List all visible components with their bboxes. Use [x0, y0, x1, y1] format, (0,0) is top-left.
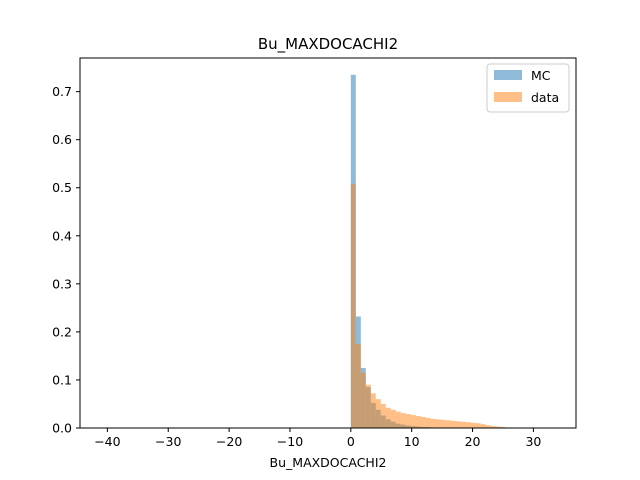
- bar-data-9: [395, 411, 401, 428]
- legend: MC data: [486, 63, 570, 113]
- x-tick-label: −30: [155, 434, 181, 449]
- bar-data-1: [355, 343, 361, 428]
- legend-label-data: data: [531, 90, 559, 105]
- bar-data-20: [450, 420, 456, 428]
- bar-data-10: [400, 413, 406, 428]
- bar-data-12: [410, 415, 416, 428]
- y-tick-label: 0.0: [52, 421, 72, 436]
- x-tick-label: −20: [216, 434, 242, 449]
- bar-data-4: [370, 393, 376, 428]
- y-tick-label: 0.3: [52, 276, 72, 291]
- bar-data-25: [475, 423, 481, 428]
- bar-data-19: [445, 420, 451, 428]
- y-tick-label: 0.4: [52, 228, 72, 243]
- y-axis-ticks: 0.0 0.1 0.2 0.3 0.4 0.5 0.6 0.7: [52, 84, 80, 436]
- bars-layer: [350, 74, 511, 429]
- series-data: [350, 183, 511, 428]
- y-tick-label: 0.7: [52, 84, 72, 99]
- x-tick-label: −10: [277, 434, 303, 449]
- bar-data-7: [385, 407, 391, 428]
- bar-data-14: [420, 416, 426, 428]
- bar-data-15: [425, 417, 431, 428]
- x-axis-ticks: −40 −30 −20 −10 0 10 20 30: [94, 428, 541, 449]
- bar-data-11: [405, 414, 411, 428]
- bar-data-21: [455, 421, 461, 428]
- y-tick-label: 0.1: [52, 372, 72, 387]
- bar-data-13: [415, 415, 421, 428]
- legend-swatch-mc: [494, 70, 522, 80]
- y-tick-label: 0.5: [52, 180, 72, 195]
- bar-data-2: [360, 372, 366, 428]
- chart-title: Bu_MAXDOCACHI2: [258, 35, 398, 54]
- x-tick-label: 10: [404, 434, 420, 449]
- y-tick-label: 0.6: [52, 132, 72, 147]
- bar-data-16: [430, 418, 436, 428]
- x-tick-label: 0: [347, 434, 355, 449]
- x-axis-label: Bu_MAXDOCACHI2: [270, 455, 387, 470]
- bar-data-26: [480, 424, 486, 428]
- bar-data-28: [490, 426, 496, 428]
- bar-data-23: [465, 422, 471, 428]
- plot-frame: [79, 57, 577, 429]
- bar-data-5: [375, 399, 381, 428]
- bar-data-22: [460, 421, 466, 428]
- bar-data-27: [485, 425, 491, 428]
- bar-data-6: [380, 403, 386, 428]
- bar-data-29: [495, 426, 501, 428]
- x-tick-label: 30: [525, 434, 541, 449]
- bar-data-24: [470, 422, 476, 428]
- bar-data-3: [365, 384, 371, 428]
- x-tick-label: 20: [465, 434, 481, 449]
- legend-label-mc: MC: [531, 68, 551, 83]
- bar-data-17: [435, 419, 441, 428]
- bar-data-18: [440, 419, 446, 428]
- x-tick-label: −40: [94, 434, 120, 449]
- legend-swatch-data: [494, 92, 522, 102]
- y-tick-label: 0.2: [52, 324, 72, 339]
- bar-data-0: [350, 183, 356, 428]
- bar-data-8: [390, 409, 396, 428]
